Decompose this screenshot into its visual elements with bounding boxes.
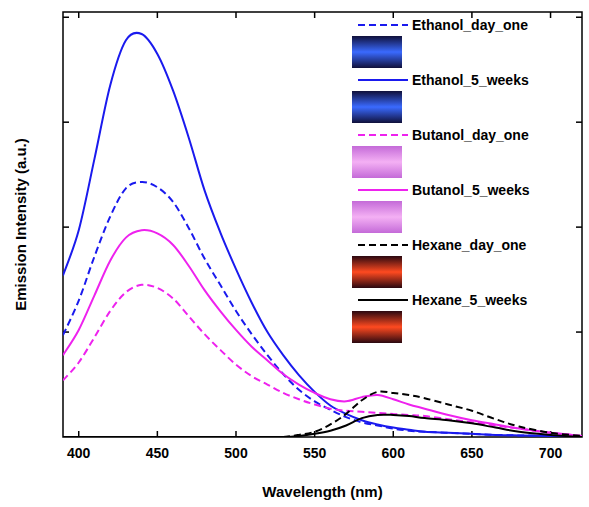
legend-swatch [358,244,408,246]
sample-photo [352,146,402,178]
legend-swatch [358,24,408,26]
sample-photo [352,91,402,123]
legend-label: Ethanol_5_weeks [412,72,529,88]
y-tick-right [576,226,582,228]
y-axis-title: Emission Intensity (a.u.) [12,138,29,311]
legend-label: Butanol_day_one [412,127,529,143]
legend-label: Butanol_5_weeks [412,182,530,198]
legend-swatch [358,299,408,301]
series-line [63,33,582,437]
plot-frame [63,12,582,437]
x-tick [393,431,395,437]
x-tick-label: 550 [303,445,327,461]
legend: Ethanol_day_one Ethanol_5_weeks Butanol_da… [352,17,530,343]
series-line [63,285,582,436]
series-line [63,230,582,436]
x-tick-top [314,12,316,18]
x-tick-top [550,12,552,18]
chart: 400 450 500 550 600 650 700 Wavelength (nm) Emis… [0,0,589,507]
legend-swatch [358,189,408,191]
sample-photo [352,36,402,68]
x-tick-label: 650 [460,445,484,461]
legend-label: Ethanol_day_one [412,17,528,33]
x-axis-title: Wavelength (nm) [262,483,382,500]
y-tick [63,16,69,18]
y-tick-right [576,121,582,123]
x-tick-top [157,12,159,18]
sample-photo [352,256,402,288]
series-line [63,415,582,437]
x-tick-top [235,12,237,18]
x-tick-label: 450 [146,445,170,461]
legend-label: Hexane_day_one [412,237,527,253]
legend-swatch [358,134,408,136]
legend-label: Hexane_5_weeks [412,292,527,308]
x-tick-label: 700 [539,445,563,461]
y-tick-right [576,331,582,333]
x-tick-top [393,12,395,18]
series-line [63,391,582,437]
x-tick-label: 400 [67,445,91,461]
x-tick-label: 500 [224,445,248,461]
y-tick-right [576,16,582,18]
plot-lines [63,33,582,437]
x-tick-top [78,12,80,18]
sample-photo [352,201,402,233]
y-tick [63,121,69,123]
x-tick-label: 600 [382,445,406,461]
sample-photo [352,311,402,343]
y-tick [63,226,69,228]
legend-swatch [358,79,408,81]
